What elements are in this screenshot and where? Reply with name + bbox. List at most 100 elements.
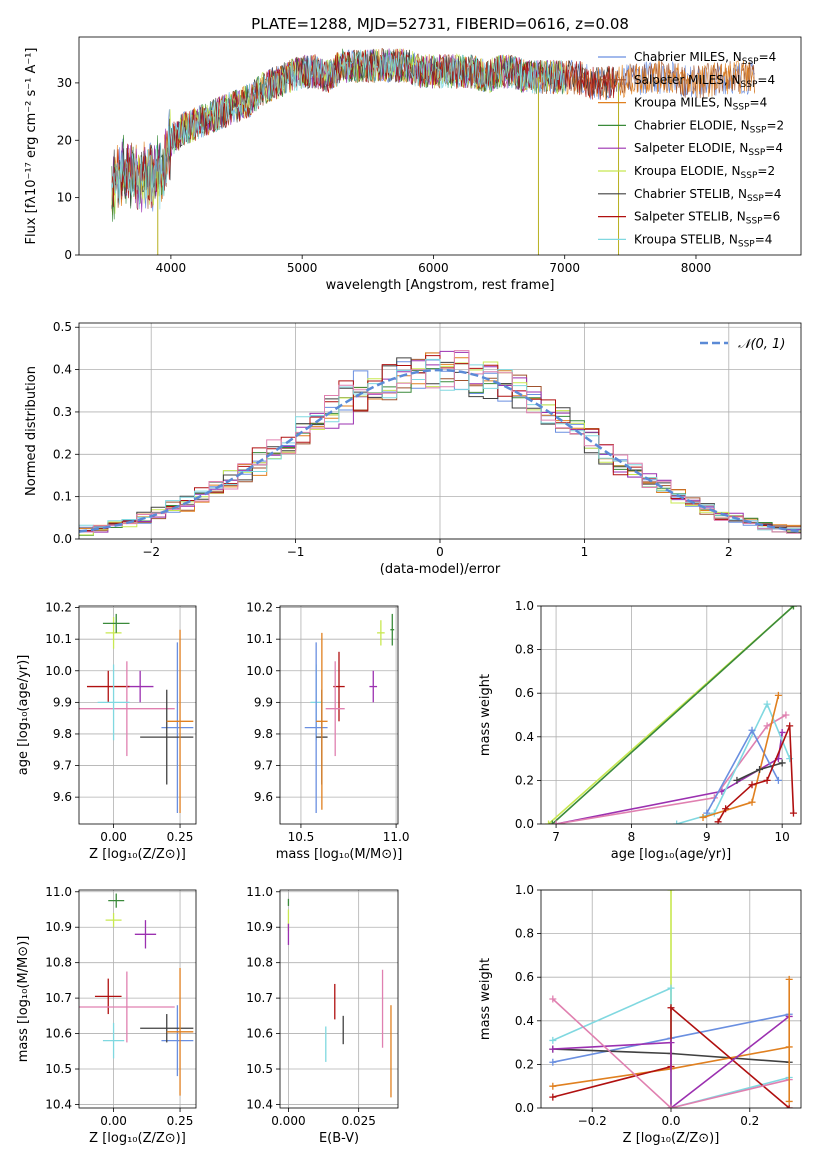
weight-marker <box>722 805 730 813</box>
weight-marker <box>549 1058 557 1066</box>
x-tick-label: 10 <box>775 830 790 844</box>
plot-area <box>79 350 801 536</box>
panel-age_vs_mass: 10.5 11.0 9.6 9.7 9.8 9.9 10.0 10.1 10.2 mass [lo… <box>246 601 409 862</box>
y-tick-label: 9.6 <box>53 790 72 804</box>
x-axis-label: Z [log₁₀(Z/Z⊙)] <box>89 1131 186 1146</box>
y-tick-label: 0.5 <box>53 320 72 334</box>
plot-area <box>549 890 793 1108</box>
x-tick-label: 5000 <box>287 261 318 275</box>
y-tick-label: 10.2 <box>246 601 273 615</box>
y-tick-label: 0.8 <box>515 643 534 657</box>
histogram-series <box>79 358 801 531</box>
y-tick-label: 0.6 <box>515 686 534 700</box>
weight-series <box>555 714 787 824</box>
legend-label-value: =4 <box>759 50 777 64</box>
legend-label-sub: SSP <box>746 217 763 227</box>
x-tick-label: 7 <box>552 830 560 844</box>
x-tick-label: 0.000 <box>271 1114 305 1128</box>
weight-marker <box>549 1045 557 1053</box>
y-tick-label: 10.9 <box>246 920 273 934</box>
weight-marker <box>782 711 790 719</box>
weight-marker <box>667 1104 675 1108</box>
y-tick-label: 9.9 <box>53 695 72 709</box>
x-tick-label: 4000 <box>156 261 187 275</box>
axes-frame <box>279 889 399 1109</box>
x-tick-label: 0.25 <box>167 830 194 844</box>
panel-mass_vs_Z: 0.00 0.25 10.4 10.5 10.6 10.7 10.8 10.9 11.0 Z [l… <box>16 885 197 1146</box>
x-axis-label: mass [log₁₀(M/M⊙)] <box>276 847 403 862</box>
panel-mass_vs_ebv: 0.000 0.025 10.4 10.5 10.6 10.7 10.8 10.9 11.0 E(… <box>246 885 399 1146</box>
axes-frame <box>540 889 802 1109</box>
x-axis-label: Z [log₁₀(Z/Z⊙)] <box>623 1131 720 1146</box>
legend-label: Kroupa MILES, NSSP=4 <box>634 96 767 113</box>
weight-marker <box>667 1039 675 1047</box>
y-tick-label: 10.1 <box>45 632 72 646</box>
y-axis-label: mass weight <box>478 958 493 1040</box>
axes-frame <box>78 322 802 540</box>
y-tick-label: 1.0 <box>515 883 534 897</box>
legend-label-value: =4 <box>755 232 773 246</box>
y-tick-label: 9.6 <box>254 790 273 804</box>
legend-label-value: =2 <box>766 118 784 132</box>
x-tick-label: 10.5 <box>288 830 315 844</box>
x-tick-label: 0.2 <box>740 1114 759 1128</box>
weight-series <box>555 732 783 824</box>
weight-marker <box>549 1036 557 1044</box>
weight-marker <box>785 1104 793 1108</box>
y-tick-label: 10.9 <box>45 920 72 934</box>
legend-label-main: Salpeter ELODIE, N <box>634 141 748 155</box>
legend-label-sub: SSP <box>750 125 767 135</box>
y-tick-label: 10.7 <box>45 991 72 1005</box>
y-axis-label: Normed distribution <box>24 366 39 496</box>
y-tick-label: 0.8 <box>515 927 534 941</box>
weight-marker <box>763 700 771 708</box>
y-tick-label: 10.6 <box>45 1027 72 1041</box>
y-tick-label: 0.2 <box>515 773 534 787</box>
legend-label-value: =6 <box>763 210 781 224</box>
legend-label-main: Kroupa STELIB, N <box>634 232 738 246</box>
grid <box>79 606 196 824</box>
y-tick-label: 10.4 <box>246 1097 273 1111</box>
y-axis-label: age [log₁₀(age/yr)] <box>16 655 31 776</box>
weight-marker <box>785 1097 793 1105</box>
panel-weight_vs_Z: −0.2 0.0 0.2 0.0 0.2 0.4 0.6 0.8 1.0 Z [log₁₀(Z/Z… <box>478 883 802 1146</box>
legend-label: Salpeter MILES, NSSP=4 <box>634 73 775 90</box>
x-tick-label: −2 <box>142 545 160 559</box>
panel-residuals: −2 −1 0 1 2 0.0 0.1 0.2 0.3 0.4 0.5 (data-model)/er… <box>24 320 802 577</box>
x-axis-label: Z [log₁₀(Z/Z⊙)] <box>89 847 186 862</box>
weight-series <box>717 725 795 823</box>
y-tick-label: 10.2 <box>45 601 72 615</box>
y-tick-label: 10.0 <box>246 664 273 678</box>
y-tick-label: 0.0 <box>515 1101 534 1115</box>
weight-marker <box>714 818 722 824</box>
y-tick-label: 9.8 <box>53 727 72 741</box>
legend-label-main: Kroupa MILES, N <box>634 96 733 110</box>
x-tick-label: 7000 <box>549 261 580 275</box>
legend-label-value: =2 <box>757 164 775 178</box>
x-tick-label: 9 <box>703 830 711 844</box>
weight-marker <box>545 820 553 824</box>
weight-marker <box>667 890 675 894</box>
weight-marker <box>673 820 681 824</box>
axes-frame <box>78 889 197 1109</box>
x-tick-label: 2 <box>725 545 733 559</box>
legend-label-sub: SSP <box>747 194 764 204</box>
grid <box>280 890 398 1108</box>
plot-area <box>79 893 194 1096</box>
y-axis-label: mass [log₁₀(M/M⊙)] <box>16 936 31 1063</box>
x-tick-label: 0.00 <box>100 830 127 844</box>
y-tick-label: 10.7 <box>246 991 273 1005</box>
legend-label-sub: SSP <box>738 239 755 249</box>
y-tick-label: 10.8 <box>246 956 273 970</box>
y-tick-label: 0.3 <box>53 405 72 419</box>
grid <box>79 890 196 1108</box>
y-tick-label: 10.5 <box>246 1062 273 1076</box>
plot-area <box>79 613 194 813</box>
panel-age_vs_Z: 0.00 0.25 9.6 9.7 9.8 9.9 10.0 10.1 10.2 Z [log₁₀… <box>16 601 197 862</box>
y-tick-label: 0.0 <box>53 532 72 546</box>
y-tick-label: 1.0 <box>515 599 534 613</box>
legend-label: Kroupa ELODIE, NSSP=2 <box>634 164 775 181</box>
y-tick-label: 0.6 <box>515 970 534 984</box>
y-tick-label: 0.4 <box>53 363 72 377</box>
